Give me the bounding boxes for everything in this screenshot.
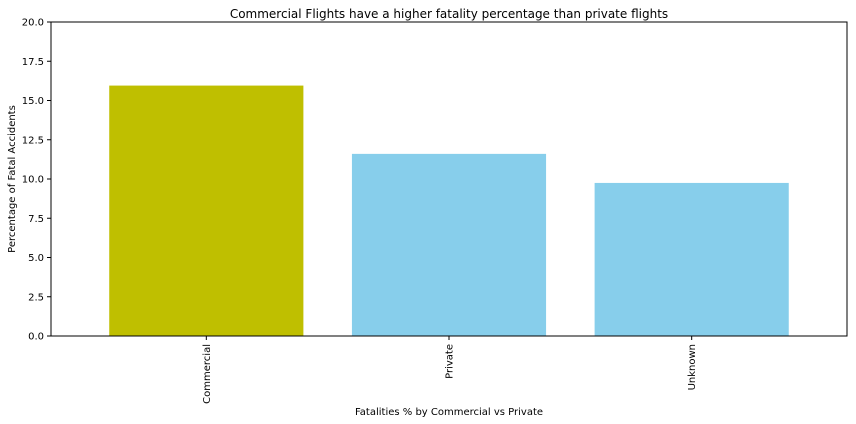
x-tick-label-commercial: Commercial xyxy=(202,344,213,404)
x-axis-ticks: Commercial Private Unknown xyxy=(202,336,698,404)
y-tick-label: 0.0 xyxy=(28,332,44,343)
y-tick-label: 2.5 xyxy=(28,292,44,303)
bar-commercial xyxy=(109,85,304,337)
y-tick-label: 15.0 xyxy=(22,96,44,107)
y-axis-label: Percentage of Fatal Accidents xyxy=(7,105,18,253)
x-tick-label-unknown: Unknown xyxy=(687,344,698,390)
y-tick-label: 20.0 xyxy=(22,18,44,29)
y-tick-label: 5.0 xyxy=(28,253,44,264)
bar-unknown xyxy=(594,182,789,336)
chart-title: Commercial Flights have a higher fatalit… xyxy=(230,7,668,21)
x-axis-label: Fatalities % by Commercial vs Private xyxy=(355,407,543,418)
x-tick-label-private: Private xyxy=(445,344,456,379)
y-axis-ticks: 0.0 2.5 5.0 7.5 10.0 12.5 15.0 17.5 20.0 xyxy=(22,18,51,343)
bars-layer xyxy=(109,85,789,337)
y-tick-label: 7.5 xyxy=(28,214,44,225)
y-tick-label: 10.0 xyxy=(22,175,44,186)
y-tick-label: 12.5 xyxy=(22,135,44,146)
bar-private xyxy=(351,153,547,336)
y-tick-label: 17.5 xyxy=(22,57,44,68)
